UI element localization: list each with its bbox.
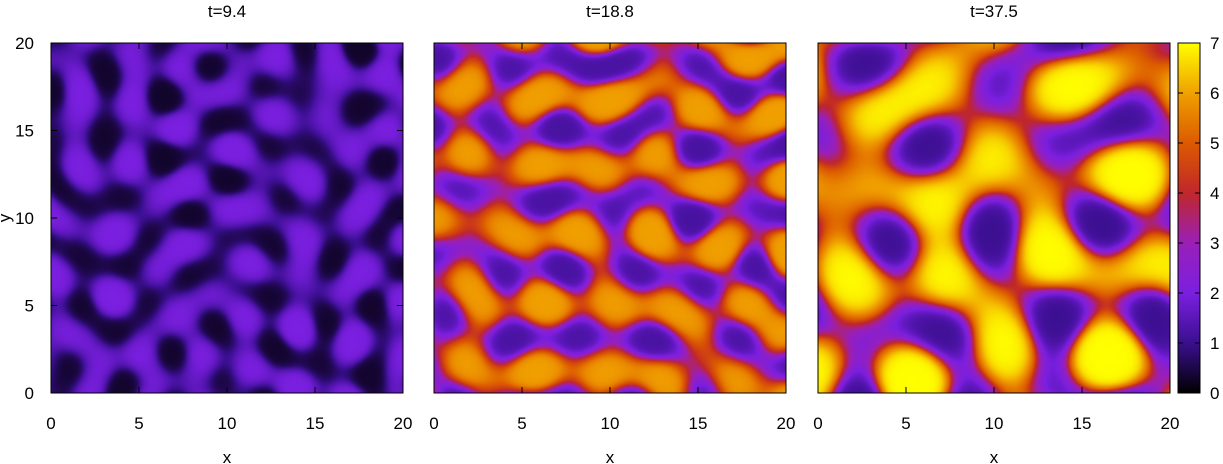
x-tick-label: 20 [777, 414, 796, 433]
colorbar-gradient [1177, 42, 1201, 394]
x-tick-label: 0 [46, 414, 55, 433]
colorbar-tick-label: 7 [1210, 34, 1219, 53]
colorbar-tick-label: 2 [1210, 284, 1219, 303]
x-tick-label: 10 [601, 414, 620, 433]
heatmap-image [51, 43, 403, 393]
x-tick-label: 0 [429, 414, 438, 433]
y-tick-label: 10 [15, 209, 34, 228]
y-tick-label: 5 [25, 297, 34, 316]
panel-title: t=37.5 [970, 2, 1018, 21]
x-tick-label: 5 [134, 414, 143, 433]
y-tick-label: 20 [15, 34, 34, 53]
x-tick-label: 20 [1161, 414, 1180, 433]
heatmap-panel-1: t=9.4 0 5 10 15 20 x 0 5 10 15 20 y [0, 2, 412, 464]
x-tick-label: 5 [517, 414, 526, 433]
colorbar-tick-label: 4 [1210, 184, 1219, 203]
x-axis-label: x [223, 448, 232, 464]
heatmap-image [818, 43, 1170, 393]
x-axis-label: x [606, 448, 615, 464]
x-tick-label: 15 [1073, 414, 1092, 433]
x-tick-label: 20 [394, 414, 413, 433]
heatmap-panel-3: t=37.5 0 5 10 15 20 x [813, 2, 1179, 464]
y-tick-label: 15 [15, 122, 34, 141]
heatmap-image [434, 43, 786, 393]
panels: t=9.405101520x05101520yt=18.805101520xt=… [0, 2, 1179, 464]
x-tick-label: 10 [218, 414, 237, 433]
x-axis-label: x [990, 448, 999, 464]
colorbar-tick-label: 6 [1210, 84, 1219, 103]
panel-title: t=9.4 [208, 2, 246, 21]
x-tick-label: 15 [689, 414, 708, 433]
y-axis-label: y [0, 213, 14, 222]
x-tick-label: 15 [306, 414, 325, 433]
panel-title: t=18.8 [586, 2, 634, 21]
colorbar: 0 1 2 3 4 5 6 7 [1177, 34, 1219, 403]
colorbar-tick-label: 3 [1210, 234, 1219, 253]
colorbar-tick-label: 1 [1210, 334, 1219, 353]
x-tick-label: 5 [901, 414, 910, 433]
heatmap-panel-2: t=18.8 0 5 10 15 20 x [429, 2, 795, 464]
y-tick-label: 0 [25, 384, 34, 403]
colorbar-tick-label: 0 [1210, 384, 1219, 403]
colorbar-tick-label: 5 [1210, 134, 1219, 153]
x-tick-label: 0 [813, 414, 822, 433]
x-tick-label: 10 [985, 414, 1004, 433]
